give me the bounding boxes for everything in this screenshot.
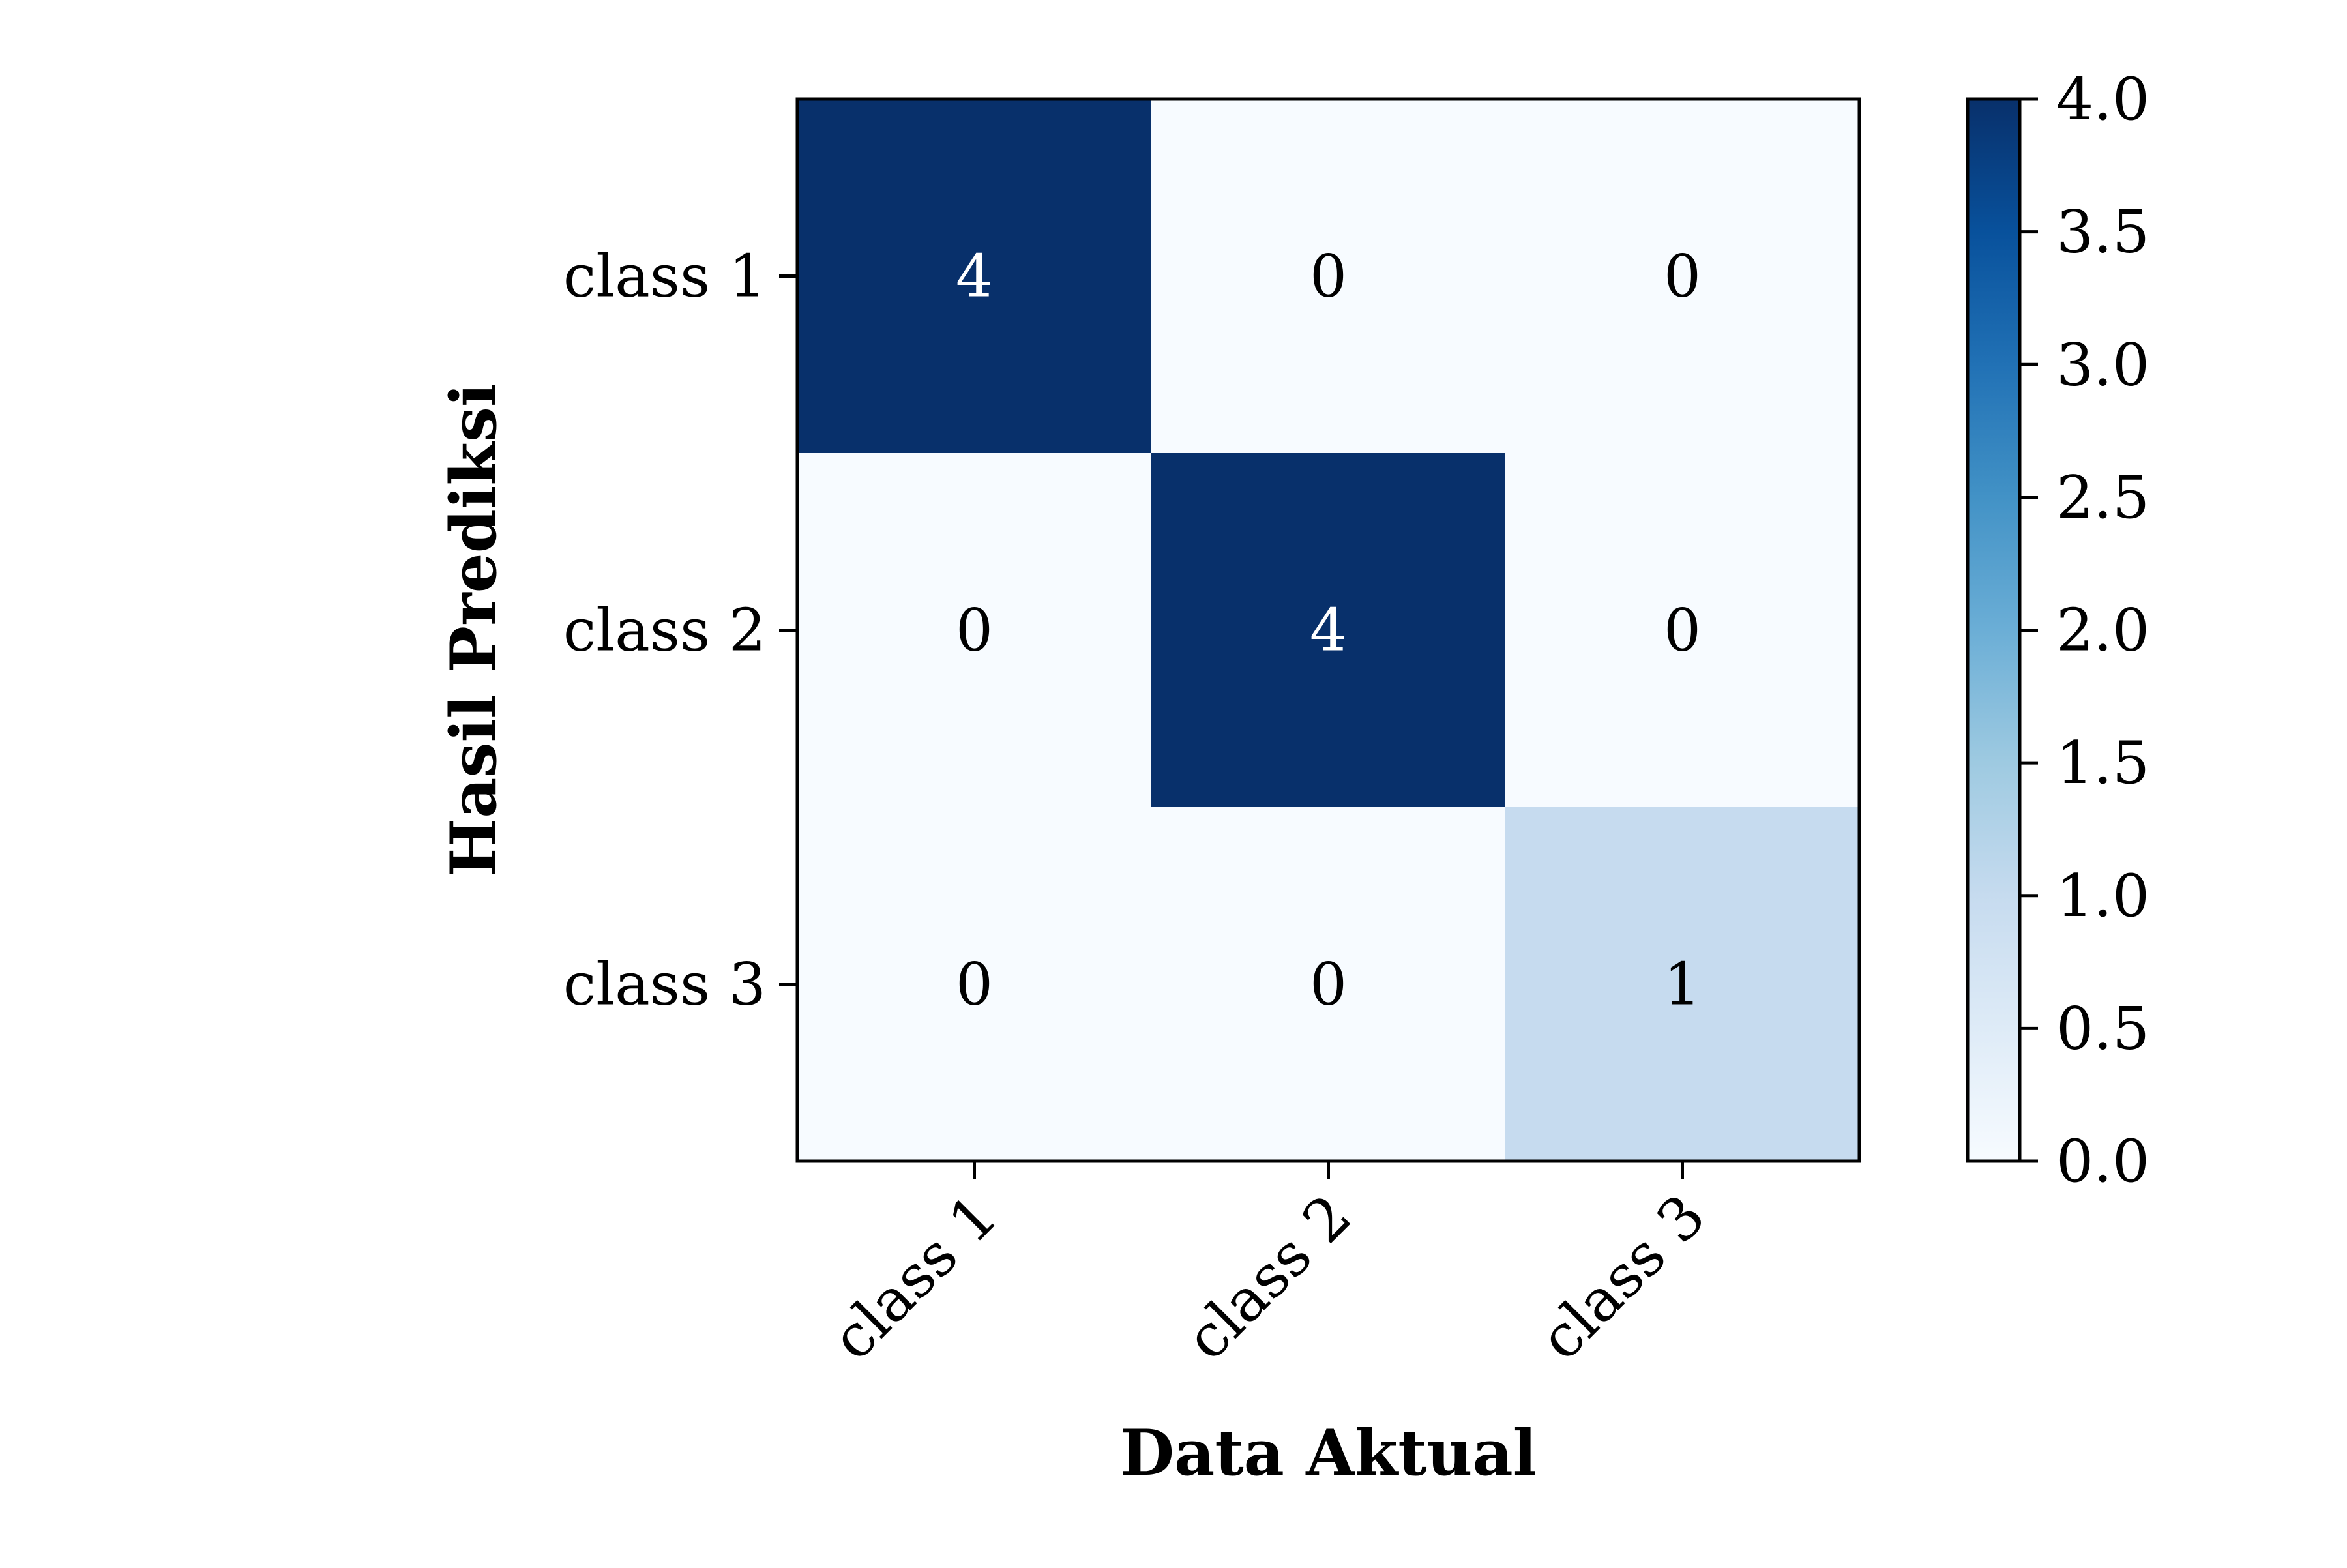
heatmap-cell [1151, 807, 1506, 1162]
y-tick-label: class 1 [563, 243, 766, 311]
colorbar-tick-label: 2.0 [2056, 597, 2149, 665]
cell-value-label: 4 [956, 243, 993, 311]
colorbar-tick-label: 0.5 [2056, 994, 2149, 1063]
x-axis-title: Data Aktual [1120, 1416, 1537, 1490]
colorbar-tick-label: 1.0 [2056, 862, 2149, 930]
heatmap-cell [1505, 807, 1860, 1162]
y-tick-label: class 3 [563, 951, 766, 1019]
y-tick-label: class 2 [563, 597, 766, 665]
heatmap-cells [797, 99, 1860, 1162]
cell-labels: 4 0 0 0 4 0 0 0 1 [956, 243, 1701, 1019]
cell-value-label: 0 [1664, 597, 1701, 665]
x-tick-label: class 2 [1173, 1181, 1365, 1373]
cell-value-label: 0 [1310, 243, 1347, 311]
y-axis-title: Hasil Prediksi [437, 383, 510, 878]
x-tick-label: class 3 [1527, 1181, 1719, 1373]
heatmap-cell [1151, 453, 1506, 808]
colorbar-tick-label: 0.0 [2056, 1127, 2149, 1196]
heatmap-cell [1505, 99, 1860, 454]
x-axis-ticks: class 1 class 2 class 3 [819, 1161, 1719, 1374]
heatmap-cell [797, 453, 1152, 808]
cell-value-label: 0 [1310, 951, 1347, 1019]
heatmap-cell [797, 807, 1152, 1162]
heatmap-cell [797, 99, 1152, 454]
heatmap-cell [1151, 99, 1506, 454]
x-tick-label: class 1 [819, 1181, 1011, 1373]
cell-value-label: 0 [956, 597, 993, 665]
cell-value-label: 1 [1664, 951, 1701, 1019]
colorbar-tick-label: 2.5 [2056, 464, 2149, 532]
colorbar-tick-label: 1.5 [2056, 729, 2149, 797]
cell-value-label: 4 [1310, 597, 1347, 665]
heatmap-cell [1505, 453, 1860, 808]
cell-value-label: 0 [956, 951, 993, 1019]
colorbar-tick-label: 4.0 [2056, 65, 2149, 134]
colorbar-ticks: 0.0 0.5 1.0 1.5 2.0 2.5 3.0 3.5 4.0 [2020, 65, 2149, 1196]
colorbar [1966, 97, 2022, 1163]
colorbar-tick-label: 3.0 [2056, 331, 2149, 399]
colorbar-tick-label: 3.5 [2056, 198, 2149, 267]
y-axis-ticks: class 1 class 2 class 3 [563, 243, 797, 1019]
cell-value-label: 0 [1664, 243, 1701, 311]
